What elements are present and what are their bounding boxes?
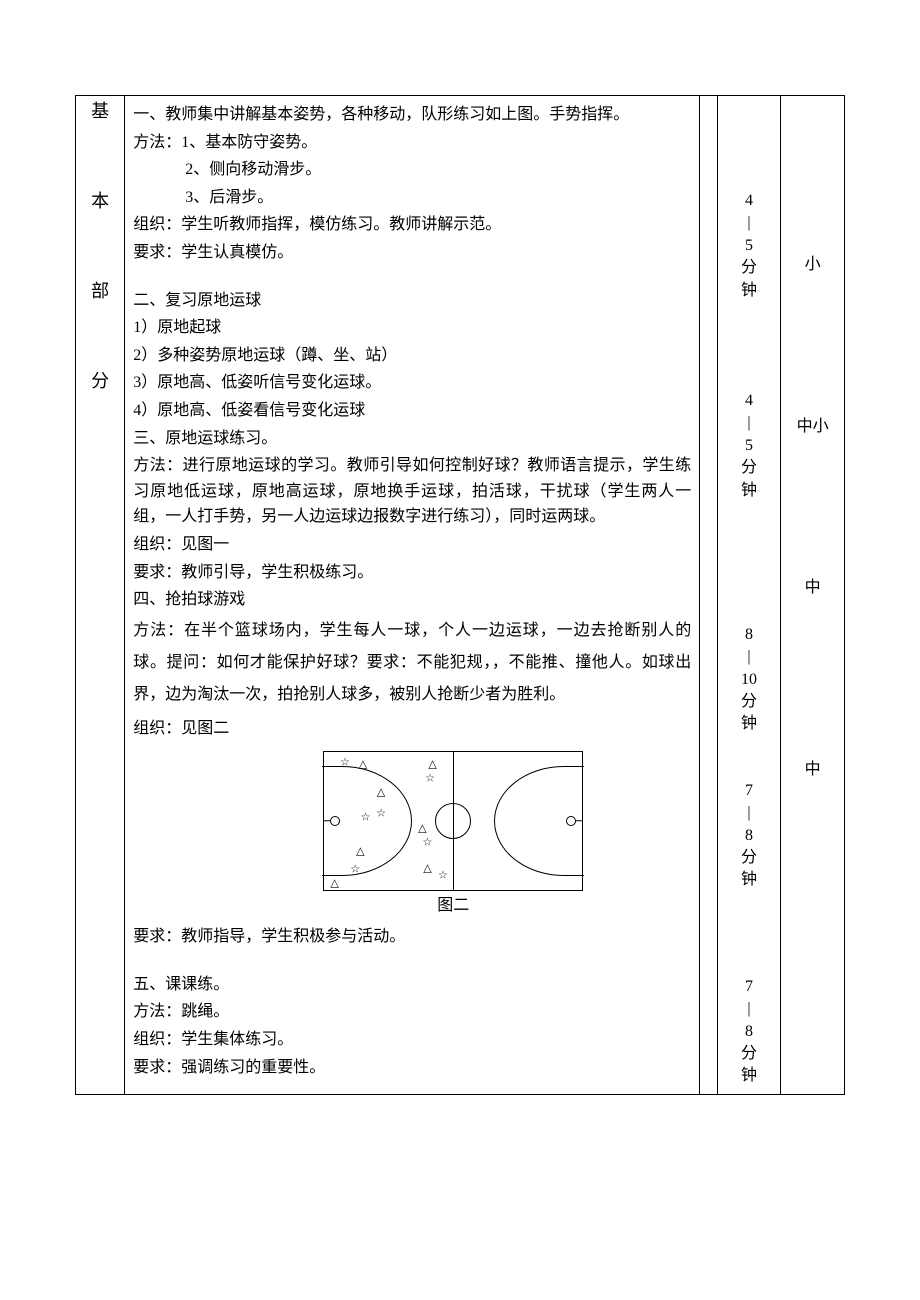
star-marker: [438, 870, 448, 881]
star-marker: [423, 837, 433, 848]
time-block-5: 7 | 8 分 钟: [726, 892, 773, 1088]
section-char-1: 基: [91, 102, 109, 120]
time-unit2: 钟: [741, 280, 757, 302]
triangle-marker: [377, 788, 385, 799]
court-center-circle: [435, 803, 471, 839]
content-body: 一、教师集中讲解基本姿势，各种移动，队形练习如上图。手势指挥。 方法：1、基本防…: [133, 102, 691, 1080]
para-17: 要求：教师指导，学生积极参与活动。: [133, 924, 691, 950]
para-4: 要求：学生认真模仿。: [133, 240, 691, 266]
time-block-1: 4 | 5 分 钟: [726, 102, 773, 302]
para-5: 二、复习原地运球: [133, 288, 691, 314]
spacer: [133, 268, 691, 288]
time-unit1: 分: [741, 1043, 757, 1065]
time-sep: |: [747, 412, 750, 434]
para-2a: 2、侧向移动滑步。: [133, 157, 691, 183]
content-cell: 一、教师集中讲解基本姿势，各种移动，队形练习如上图。手势指挥。 方法：1、基本防…: [125, 96, 700, 1095]
time-cell: 4 | 5 分 钟 4 | 5 分 钟 8 | 10 分: [717, 96, 781, 1095]
star-marker: [425, 774, 435, 785]
para-9: 4）原地高、低姿看信号变化运球: [133, 398, 691, 424]
time-unit2: 钟: [741, 1065, 757, 1087]
section-char-3: 部: [91, 282, 109, 300]
para-19: 方法：跳绳。: [133, 999, 691, 1025]
time-sep: |: [747, 212, 750, 234]
lesson-plan-table: 基 本 部 分 一、教师集中讲解基本姿势，各种移动，队形练习如上图。手势指挥。 …: [75, 95, 845, 1095]
section-char-4: 分: [91, 372, 109, 390]
time-val: 4: [745, 390, 753, 412]
time-unit1: 分: [741, 257, 757, 279]
para-10: 三、原地运球练习。: [133, 426, 691, 452]
para-12: 组织：见图一: [133, 532, 691, 558]
para-3: 组织：学生听教师指挥，模仿练习。教师讲解示范。: [133, 212, 691, 238]
triangle-marker: [428, 760, 436, 771]
figure-2-court: [323, 751, 583, 891]
intensity-2: 中小: [789, 278, 836, 440]
para-1: 一、教师集中讲解基本姿势，各种移动，队形练习如上图。手势指挥。: [133, 102, 691, 128]
time-val: 7: [745, 780, 753, 802]
time-val2: 5: [745, 435, 753, 457]
triangle-marker: [359, 760, 367, 771]
para-20: 组织：学生集体练习。: [133, 1027, 691, 1053]
court-hoop-left: [330, 816, 340, 826]
intensity-1: 小: [789, 102, 836, 278]
time-unit2: 钟: [741, 713, 757, 735]
figure-2-wrap: 图二: [323, 751, 583, 919]
time-val2: 10: [741, 669, 757, 691]
section-label-cell: 基 本 部 分: [76, 96, 125, 1095]
time-sep: |: [747, 802, 750, 824]
time-val2: 8: [745, 825, 753, 847]
time-unit2: 钟: [741, 869, 757, 891]
star-marker: [361, 812, 371, 823]
para-2: 方法：1、基本防守姿势。: [133, 130, 691, 156]
para-8: 3）原地高、低姿听信号变化运球。: [133, 370, 691, 396]
time-val: 4: [745, 190, 753, 212]
star-marker: [376, 808, 386, 819]
intensity-3: 中: [789, 439, 836, 601]
spacer: [133, 952, 691, 972]
time-val2: 8: [745, 1021, 753, 1043]
para-16: 组织：见图二: [133, 713, 691, 745]
section-label-vertical: 基 本 部 分: [84, 102, 116, 390]
time-unit1: 分: [741, 457, 757, 479]
para-11: 方法：进行原地运球的学习。教师引导如何控制好球？教师语言提示，学生练习原地低运球…: [133, 453, 691, 530]
time-block-3: 8 | 10 分 钟: [726, 502, 773, 736]
time-block-4: 7 | 8 分 钟: [726, 736, 773, 892]
para-7: 2）多种姿势原地运球（蹲、坐、站）: [133, 343, 691, 369]
para-21: 要求：强调练习的重要性。: [133, 1055, 691, 1081]
time-unit1: 分: [741, 691, 757, 713]
time-sep: |: [747, 998, 750, 1020]
triangle-marker: [423, 863, 431, 874]
para-18: 五、课课练。: [133, 972, 691, 998]
triangle-marker: [356, 847, 364, 858]
star-marker: [340, 757, 350, 768]
para-6: 1）原地起球: [133, 315, 691, 341]
time-unit1: 分: [741, 847, 757, 869]
page: 基 本 部 分 一、教师集中讲解基本姿势，各种移动，队形练习如上图。手势指挥。 …: [0, 0, 920, 1300]
time-unit2: 钟: [741, 480, 757, 502]
triangle-marker: [330, 879, 338, 890]
spacer-cell: [700, 96, 717, 1095]
para-13: 要求：教师引导，学生积极练习。: [133, 560, 691, 586]
intensity-4: 中: [789, 601, 836, 783]
court-hoop-right: [566, 816, 576, 826]
para-2b: 3、后滑步。: [133, 185, 691, 211]
para-15: 方法：在半个篮球场内，学生每人一球，个人一边运球，一边去抢断别人的球。提问：如何…: [133, 615, 691, 711]
time-val: 8: [745, 624, 753, 646]
section-char-2: 本: [91, 192, 109, 210]
triangle-marker: [418, 823, 426, 834]
intensity-cell: 小 中小 中 中: [781, 96, 845, 1095]
para-14: 四、抢拍球游戏: [133, 587, 691, 613]
figure-2-caption: 图二: [323, 893, 583, 919]
time-block-2: 4 | 5 分 钟: [726, 302, 773, 502]
time-val2: 5: [745, 235, 753, 257]
time-val: 7: [745, 976, 753, 998]
star-marker: [350, 865, 360, 876]
time-sep: |: [747, 646, 750, 668]
